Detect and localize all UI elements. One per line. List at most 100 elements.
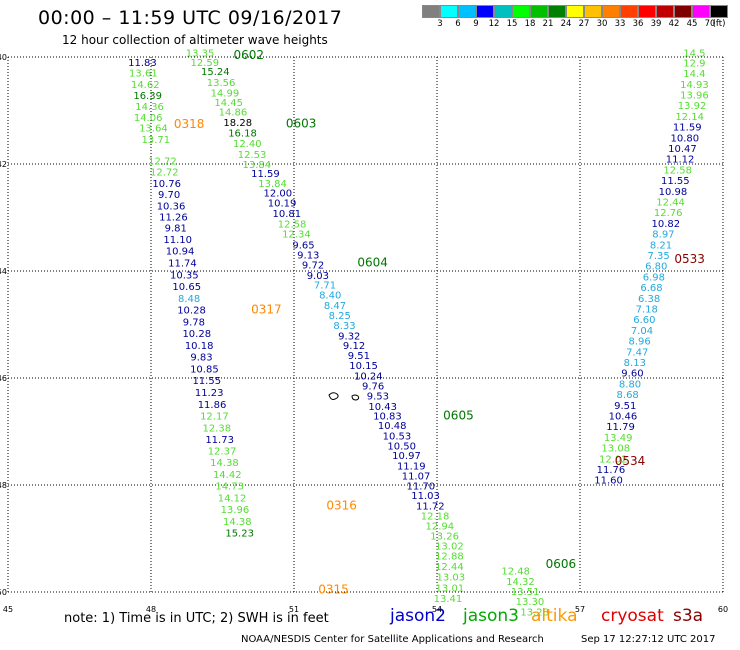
swh-value: 12.34: [282, 230, 311, 241]
legend-box: [440, 5, 458, 18]
swh-value: 7.71: [314, 280, 336, 291]
axis-labels: -40 -42 -44 -46 -48 -50 45 48 51 54 57 60: [0, 53, 728, 614]
swh-value: 6.98: [643, 272, 665, 283]
pass-time-label: 0603: [286, 116, 317, 130]
swh-value: 13.56: [207, 78, 236, 89]
swh-value: 13.41: [434, 594, 463, 605]
footer-timestamp: Sep 17 12:27:12 UTC 2017: [581, 634, 716, 645]
swh-value: 6.68: [640, 283, 662, 294]
swh-value: 9.81: [165, 224, 187, 235]
pass-time-label: 0316: [326, 498, 357, 512]
legend-label: 36: [632, 19, 644, 29]
swh-value: 7.18: [636, 305, 658, 316]
swh-value: 8.80: [619, 379, 641, 390]
swh-value: 9.65: [292, 240, 314, 251]
swh-value: 6.80: [645, 262, 667, 273]
swh-value: 14.5: [683, 48, 705, 59]
swh-value: 9.53: [367, 392, 389, 403]
swh-value: 8.96: [628, 337, 650, 348]
legend-box: [638, 5, 656, 18]
swh-value: 9.76: [362, 382, 384, 393]
swh-value: 16.39: [133, 91, 162, 102]
swh-value: 9.70: [158, 190, 180, 201]
swh-value: 14.62: [131, 80, 160, 91]
swh-value: 8.13: [624, 358, 646, 369]
legend-color-boxes: [422, 5, 728, 18]
legend-label: 30: [596, 19, 608, 29]
swh-value: 12.37: [208, 446, 237, 457]
swh-value: 11.72: [416, 501, 445, 512]
swh-value: 14.38: [210, 458, 239, 469]
swh-value: 6.60: [633, 315, 655, 326]
swh-value: 14.86: [219, 108, 248, 119]
swh-value: 11.07: [402, 471, 431, 482]
swh-value: 14.99: [211, 88, 240, 99]
swh-value: 11.55: [192, 376, 221, 387]
lat-tick-label: -48: [0, 481, 7, 490]
swh-value: 11.60: [594, 476, 623, 487]
swh-value: 10.50: [387, 441, 416, 452]
page-subtitle: 12 hour collection of altimeter wave hei…: [62, 33, 328, 47]
pass-time-label: 0315: [318, 582, 349, 596]
swh-value: 12.88: [435, 552, 464, 563]
swh-value: 13.96: [680, 91, 709, 102]
swh-value: 7.47: [626, 347, 648, 358]
swh-value: 13.02: [435, 542, 464, 553]
swh-value: 14.93: [680, 80, 709, 91]
swh-value: 10.47: [668, 144, 697, 155]
color-legend: 3 6 9 12 15 18 21 24 27 30 33 36 39 42 45 70 (ft): [422, 5, 728, 30]
page-title: 00:00 – 11:59 UTC 09/16/2017: [38, 7, 343, 29]
legend-box: [530, 5, 548, 18]
swh-value: 11.12: [666, 155, 695, 166]
swh-value: 10.97: [392, 451, 421, 462]
swh-value: 9.78: [183, 317, 205, 328]
swh-value: 10.24: [354, 371, 383, 382]
swh-value: 8.33: [333, 321, 355, 332]
legend-label: 3: [437, 19, 443, 29]
legend-box: [656, 5, 674, 18]
legend-box: [512, 5, 530, 18]
legend-box: [494, 5, 512, 18]
pass-time-label: 0606: [546, 557, 577, 571]
swh-value: 12.40: [233, 139, 262, 150]
swh-value: 11.79: [606, 422, 635, 433]
swh-value: 14.73: [215, 482, 244, 493]
swh-value: 7.04: [631, 326, 653, 337]
pass-time-label: 0605: [443, 408, 474, 422]
swh-value: 14.38: [223, 517, 252, 528]
swh-value: 14.32: [506, 577, 535, 588]
swh-value: 10.85: [190, 364, 219, 375]
legend-label: 45: [686, 19, 698, 29]
swh-value: 10.76: [152, 179, 181, 190]
swh-value: 14.36: [135, 102, 164, 113]
swh-value: 11.73: [205, 435, 234, 446]
swh-value: 8.97: [652, 230, 674, 241]
legend-box: [674, 5, 692, 18]
swh-value: 10.94: [166, 247, 195, 258]
legend-box: [476, 5, 494, 18]
swh-value: 11.70: [406, 482, 435, 493]
swh-value: 13.30: [516, 597, 545, 608]
pass-time-label: 0533: [674, 252, 705, 266]
pass-time-label: 0602: [233, 48, 264, 62]
legend-label: 70: [704, 19, 716, 29]
footer-credits: NOAA/NESDIS Center for Satellite Applica…: [241, 634, 544, 645]
swh-value: 13.96: [221, 505, 250, 516]
swh-value: 11.55: [661, 176, 690, 187]
swh-value: 13.61: [129, 69, 158, 80]
swh-value: 12.18: [421, 512, 450, 523]
swh-value: 12.72: [150, 168, 179, 179]
swh-value: 10.15: [349, 361, 378, 372]
legend-label: 15: [506, 19, 518, 29]
swh-value: 10.82: [651, 219, 680, 230]
legend-box: [602, 5, 620, 18]
swh-value: 12.53: [238, 150, 267, 161]
swh-value: 8.48: [178, 294, 200, 305]
lon-tick-label: 45: [3, 605, 13, 614]
legend-box: [620, 5, 638, 18]
swh-value: 10.28: [182, 329, 211, 340]
lat-tick-label: -46: [0, 374, 7, 383]
swh-value: 11.10: [163, 235, 192, 246]
pass-time-label: 0317: [251, 303, 282, 317]
